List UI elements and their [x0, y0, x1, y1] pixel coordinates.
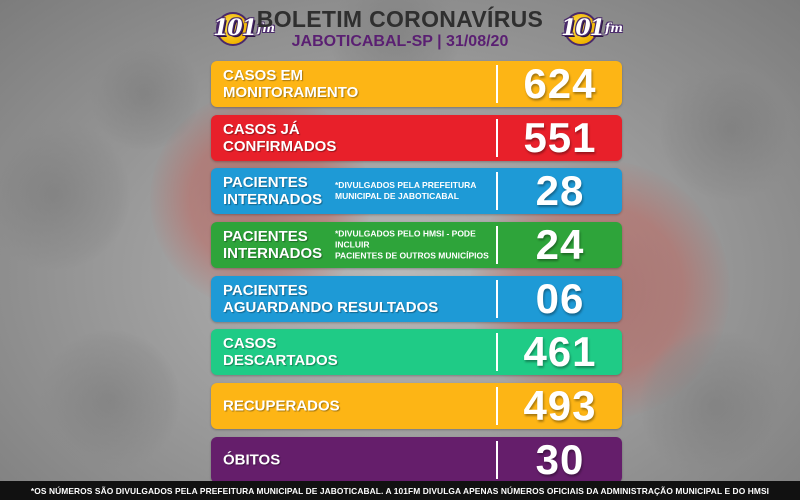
stat-value: 28 [535, 167, 585, 215]
stat-divider [496, 440, 498, 479]
stat-label: PACIENTES AGUARDANDO RESULTADOS [223, 281, 439, 316]
stat-value: 30 [535, 435, 585, 483]
radio-logo-left: 101 fm [212, 8, 276, 48]
logo-disc-icon [216, 12, 250, 46]
stat-divider [496, 118, 498, 157]
stat-note: *DIVULGADOS PELA PREFEITURA MUNICIPAL DE… [335, 180, 477, 202]
logo-disc-icon [564, 12, 598, 46]
stat-row-discarded: CASOS DESCARTADOS 461 [211, 328, 622, 376]
stat-row-monitoring: CASOS EM MONITORAMENTO 624 [211, 60, 622, 107]
stat-divider [496, 279, 498, 318]
stat-label: CASOS JÁ CONFIRMADOS [223, 120, 337, 155]
background-virus-icon [90, 40, 200, 150]
stat-divider [496, 333, 498, 372]
stat-row-recovered: RECUPERADOS 493 [211, 382, 622, 430]
logo-sub-text: fm [257, 21, 275, 35]
logo-sub-text: fm [605, 21, 623, 35]
header: 101 fm BOLETIM CORONAVÍRUS JABOTICABAL-S… [0, 0, 800, 58]
stat-row-deaths: ÓBITOS 30 [211, 435, 622, 483]
stat-label: PACIENTES INTERNADOS [223, 228, 323, 263]
stat-label: CASOS DESCARTADOS [223, 335, 338, 370]
page-subtitle: JABOTICABAL-SP | 31/08/20 [291, 33, 509, 50]
radio-logo-right: 101 fm [560, 8, 624, 48]
stat-label: RECUPERADOS [223, 397, 340, 415]
footer-disclaimer: *OS NÚMEROS SÃO DIVULGADOS PELA PREFEITU… [0, 481, 800, 500]
stat-row-hospitalized-hmsi: PACIENTES INTERNADOS *DIVULGADOS PELO HM… [211, 221, 622, 269]
stat-divider [496, 172, 498, 211]
stat-divider [496, 65, 498, 103]
background-virus-icon [0, 120, 130, 270]
stats-list: CASOS EM MONITORAMENTO 624 CASOS JÁ CONF… [211, 60, 622, 491]
background-virus-icon [640, 330, 790, 480]
page-title: BOLETIM CORONAVÍRUS [256, 6, 544, 32]
stat-value: 551 [523, 113, 597, 161]
stat-value: 06 [535, 274, 585, 322]
stat-label: CASOS EM MONITORAMENTO [223, 67, 359, 101]
stat-divider [496, 387, 498, 426]
stat-label: PACIENTES INTERNADOS [223, 174, 323, 209]
stat-row-hospitalized-city: PACIENTES INTERNADOS *DIVULGADOS PELA PR… [211, 167, 622, 215]
logo-text: 101 [213, 15, 257, 41]
background-virus-icon [660, 60, 800, 200]
stat-value: 24 [535, 221, 585, 269]
stat-row-confirmed: CASOS JÁ CONFIRMADOS 551 [211, 113, 622, 161]
background-virus-icon [40, 330, 180, 470]
stat-row-awaiting-results: PACIENTES AGUARDANDO RESULTADOS 06 [211, 274, 622, 322]
logo-text: 101 [561, 15, 605, 41]
stat-divider [496, 226, 498, 265]
footer-text: *OS NÚMEROS SÃO DIVULGADOS PELA PREFEITU… [30, 485, 770, 496]
stat-label: ÓBITOS [223, 451, 281, 469]
stat-value: 461 [523, 328, 597, 376]
stat-note: *DIVULGADOS PELO HMSI - PODE INCLUIR PAC… [335, 228, 489, 261]
stat-value: 624 [523, 60, 597, 107]
stat-value: 493 [523, 382, 597, 430]
